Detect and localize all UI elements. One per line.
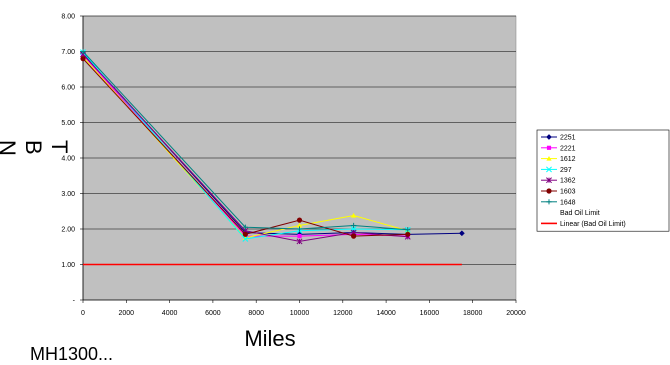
data-point (296, 217, 303, 223)
x-axis-label: Miles (244, 326, 296, 351)
legend-marker (546, 134, 552, 140)
x-tick-label: 8000 (248, 310, 264, 317)
data-point (242, 224, 248, 230)
data-point (405, 231, 411, 237)
data-point (297, 234, 302, 239)
legend-marker (546, 177, 552, 184)
data-point (351, 212, 357, 218)
data-point (242, 231, 248, 237)
legend-label: 1362 (560, 178, 576, 185)
data-point (351, 233, 357, 239)
data-point (296, 222, 303, 228)
y-tick-label: 5.00 (61, 120, 75, 127)
legend-label: Bad Oil Limit (560, 210, 600, 217)
legend: 2251 2221 1612 297 1362 1603 1648 Bad Oil Limit… (536, 129, 670, 232)
data-point (405, 227, 411, 233)
x-tick-label: 20000 (506, 310, 526, 317)
y-tick-label: 8.00 (61, 14, 75, 21)
legend-label: 1648 (560, 199, 576, 206)
y-axis-label: T B N (0, 112, 72, 192)
legend-label: 2221 (560, 145, 576, 152)
y-tick-label: 2.00 (61, 227, 75, 234)
legend-label: 1612 (560, 156, 576, 163)
legend-marker (546, 166, 552, 173)
series-group (80, 48, 465, 266)
y-axis-label-text: T B N (0, 140, 72, 156)
legend-label: 2251 (560, 135, 576, 142)
data-point (296, 226, 303, 232)
legend-label: Linear (Bad Oil Limit) (560, 221, 626, 228)
data-point (80, 56, 86, 62)
x-tick-label: 14000 (376, 310, 396, 317)
partial-caption: MH1300... (30, 344, 114, 364)
x-tick-label: 10000 (290, 310, 310, 317)
data-point (351, 222, 357, 229)
x-tick-label: 12000 (333, 310, 353, 317)
legend-label: 1603 (560, 189, 576, 196)
y-tick-label: 3.00 (61, 191, 75, 198)
x-tick-label: 6000 (205, 310, 221, 317)
x-tick-label: 2000 (119, 310, 135, 317)
legend-marker (546, 188, 552, 194)
legend-marker (546, 156, 552, 161)
axes: - 1.00 2.00 3.00 4.00 5.00 6.00 7.00 8.00 0 2000 40… (61, 14, 525, 318)
y-tick-label: 4.00 (61, 156, 75, 163)
data-point (458, 230, 465, 237)
data-point (296, 238, 303, 245)
data-point (242, 235, 249, 242)
legend-box (536, 129, 670, 232)
x-tick-label: 16000 (420, 310, 440, 317)
legend-label: 297 (560, 167, 572, 174)
data-point (80, 48, 86, 55)
y-tick-label: 1.00 (61, 262, 75, 269)
x-tick-label: 0 (81, 310, 85, 317)
series-line-2251 (82, 52, 462, 235)
y-tick-label: 6.00 (61, 85, 75, 92)
x-tick-label: 18000 (463, 310, 483, 317)
y-tick-label: - (73, 298, 76, 305)
chart: - 1.00 2.00 3.00 4.00 5.00 6.00 7.00 8.00 0 2000 40… (61, 14, 670, 318)
y-tick-label: 7.00 (61, 49, 75, 56)
x-tick-label: 4000 (162, 310, 178, 317)
legend-marker (546, 145, 552, 150)
legend-marker (546, 199, 552, 205)
